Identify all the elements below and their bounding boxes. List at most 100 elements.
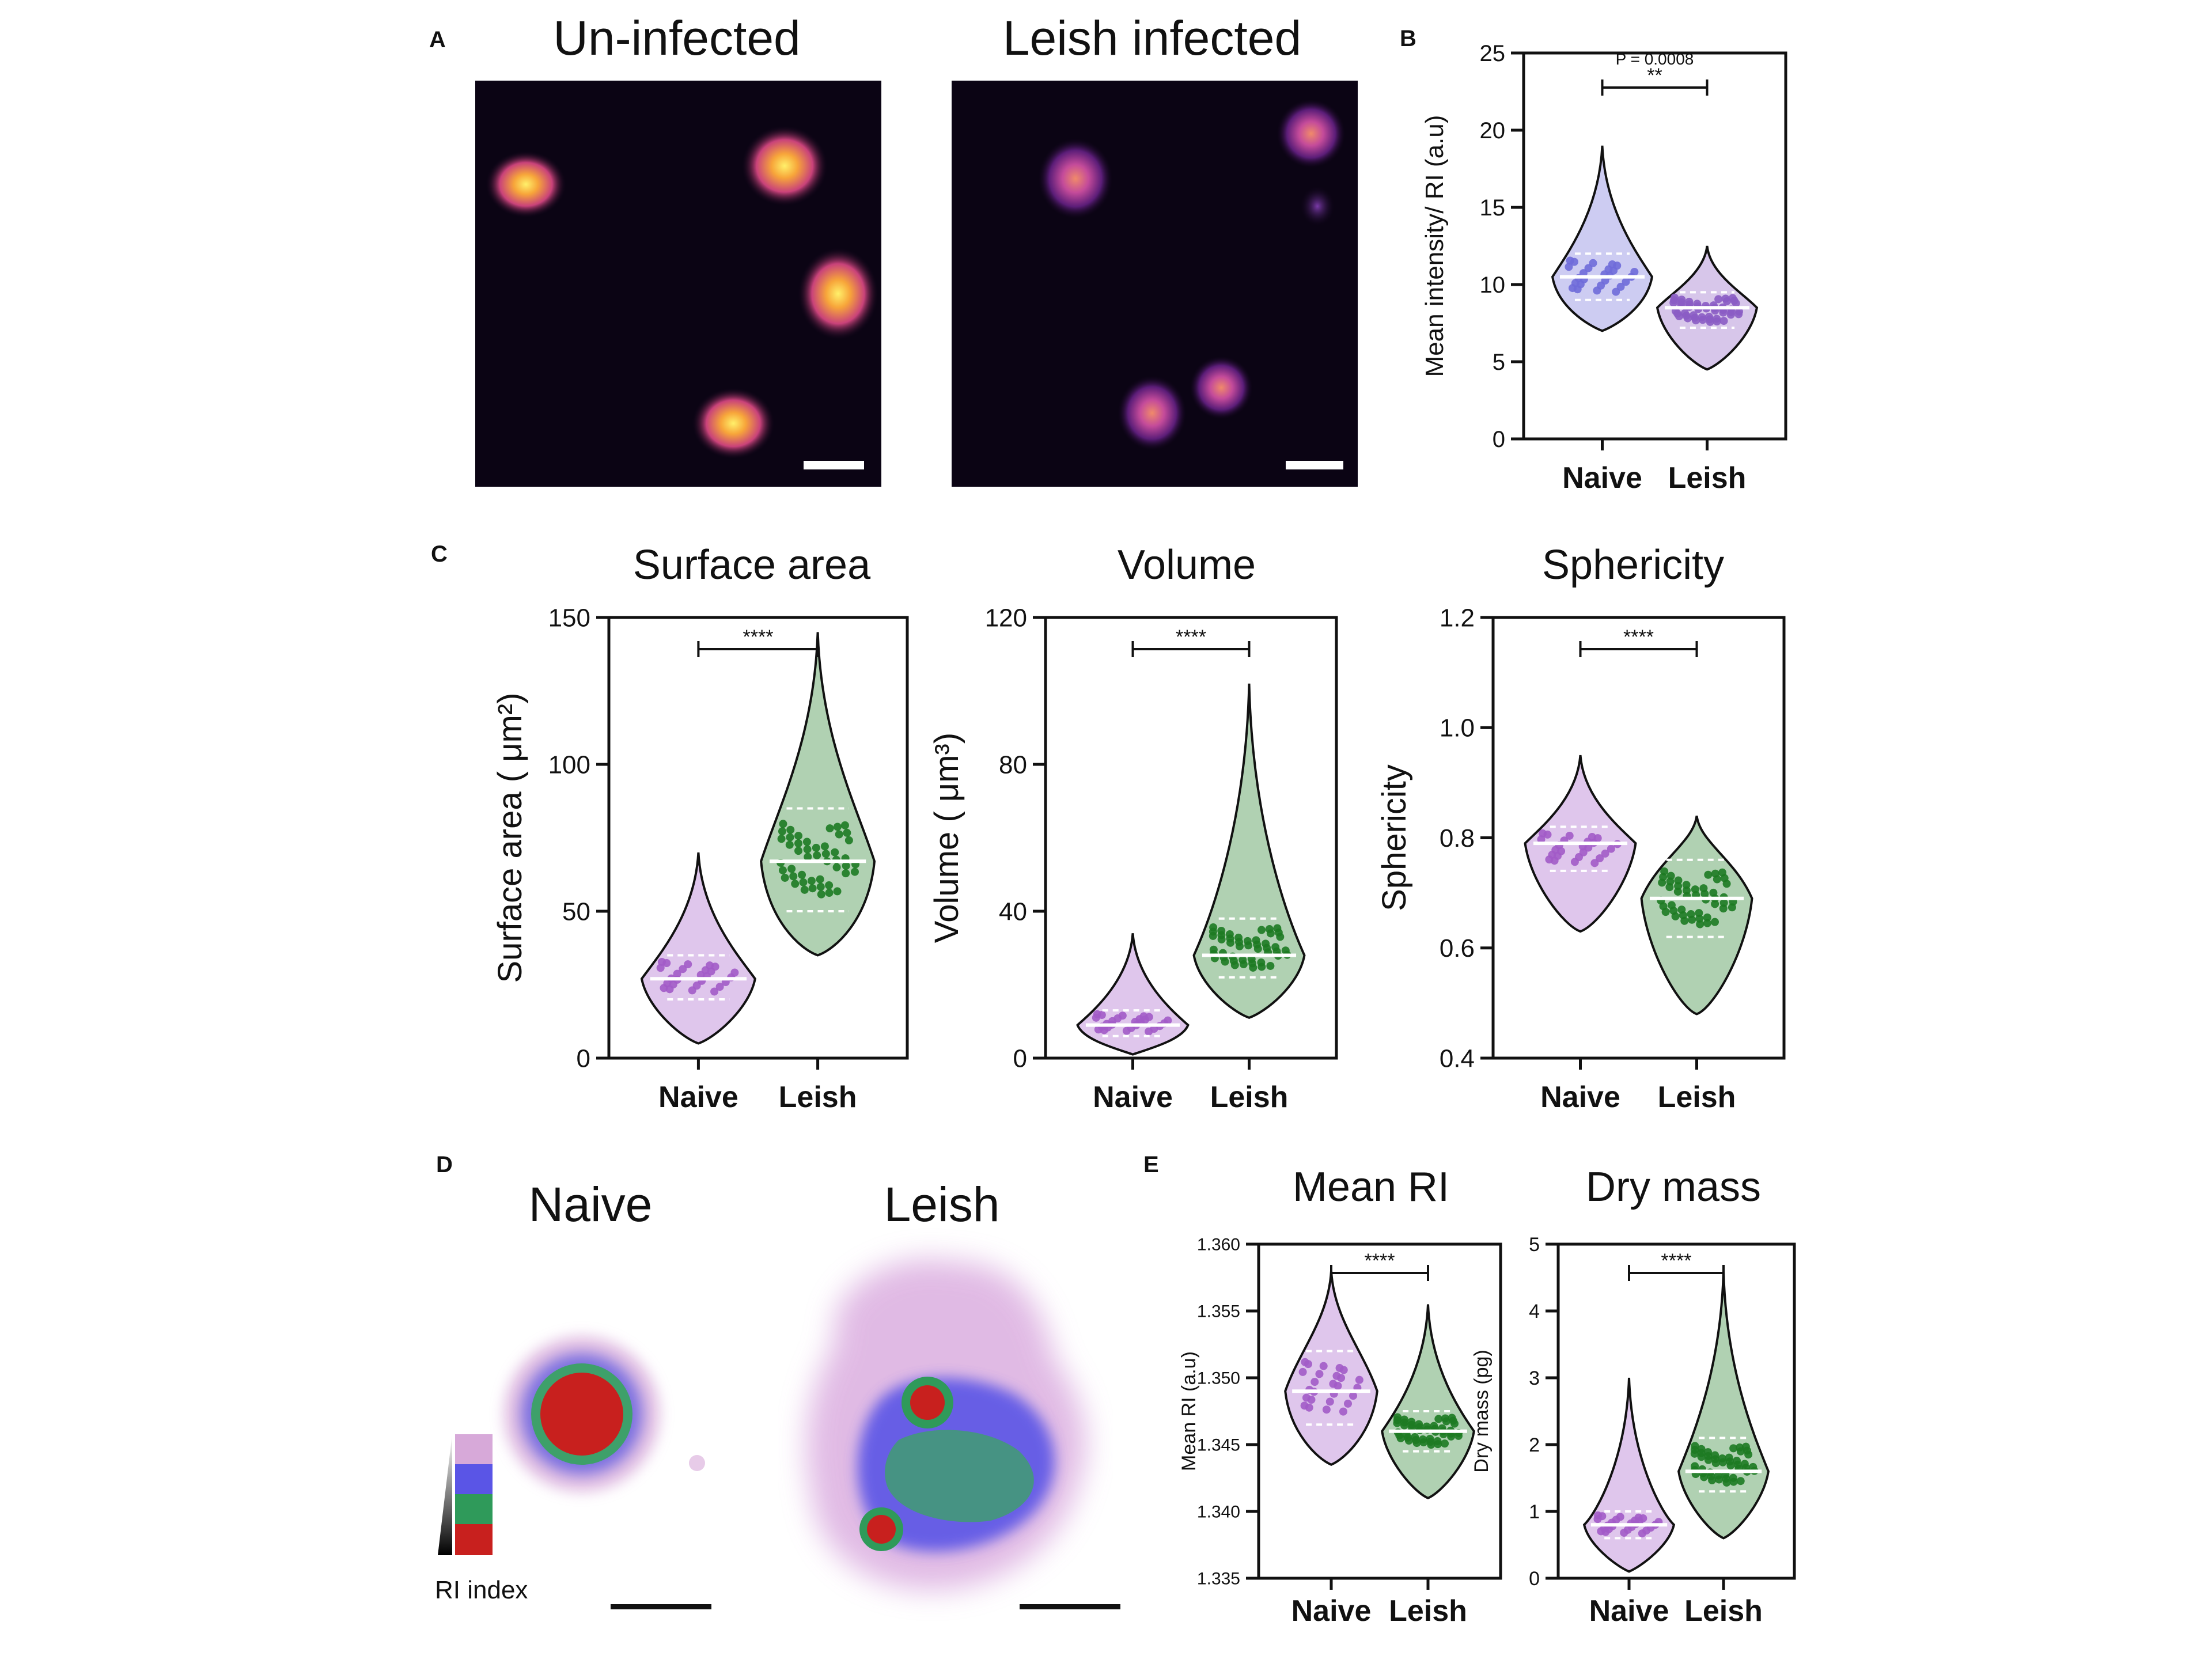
violin-naive [1078,933,1188,1054]
data-point [730,969,738,977]
data-point [779,820,787,828]
data-point [791,880,799,888]
data-point [1434,1415,1442,1423]
data-point [812,844,820,852]
data-point [1662,908,1670,916]
data-point [833,863,841,871]
data-point [1267,929,1275,937]
significance-stars: **** [1176,626,1206,648]
data-point [1730,1478,1738,1486]
x-category-label: Naive [1291,1594,1372,1628]
data-point [1594,834,1602,842]
y-tick-label: 80 [999,751,1027,779]
y-tick-label: 1.350 [1197,1369,1240,1388]
panel-a-letter: A [429,27,446,52]
data-point [1669,299,1677,307]
data-point [1680,917,1688,925]
y-tick-label: 0 [1493,427,1505,452]
data-point [1737,1477,1745,1485]
data-point [1566,832,1574,840]
data-point [1715,1476,1723,1484]
chart-e2: Dry mass012345Dry mass (pg)Naive Leish***… [1471,1164,1794,1628]
data-point [1145,1013,1153,1021]
data-point [1726,1461,1734,1469]
violin-naive [1584,1378,1674,1571]
y-axis-label: Surface area ( μm²) [491,693,529,983]
data-point [1711,900,1719,908]
data-point [851,868,859,876]
data-point [1305,1404,1313,1412]
scale-bar [1020,1604,1120,1609]
data-point [1613,262,1621,270]
data-point [1340,1366,1348,1374]
data-point [1719,904,1728,912]
data-point [1304,1360,1312,1368]
data-point [1413,1439,1421,1447]
data-point [843,829,851,837]
data-point [1714,295,1722,303]
chart-title: Mean RI [1293,1164,1449,1210]
data-point [809,884,817,892]
data-point [1712,1459,1720,1467]
data-point [1339,1408,1347,1416]
data-point [1455,1432,1463,1440]
data-point [1699,316,1707,324]
data-point [1688,916,1696,924]
y-tick-label: 1.0 [1440,714,1475,742]
panel-a-right-title: Leish infected [1003,11,1301,65]
data-point [1164,1017,1172,1025]
y-tick-label: 0.8 [1440,824,1475,852]
plot-frame [1524,53,1786,439]
data-point [1665,883,1673,891]
y-tick-label: 40 [999,897,1027,926]
scale-bar [1286,461,1343,469]
data-point [799,878,807,886]
panel-d-right-title: Leish [884,1177,1000,1231]
data-point [1419,1438,1427,1446]
data-point [1315,1370,1323,1378]
data-point [1442,1418,1450,1426]
ri-legend: RI index [435,1434,528,1604]
data-point [841,821,849,829]
y-tick-label: 1.355 [1197,1302,1240,1321]
data-point [1236,942,1244,950]
data-point [1257,926,1266,934]
data-point [1266,962,1274,970]
y-tick-label: 0 [1529,1568,1540,1590]
chart-c1: C Surface area050100150Surface area ( μm²… [431,541,907,1114]
data-point [1729,1444,1737,1452]
data-point [1589,259,1597,267]
y-tick-label: 50 [562,897,590,926]
data-point [1344,1400,1352,1408]
data-point [1630,268,1638,276]
x-category-label: Leish [1668,461,1747,495]
data-point [684,960,692,968]
y-tick-label: 1.335 [1197,1570,1240,1589]
chart-title: Volume [1118,542,1256,588]
data-point [822,850,830,858]
y-tick-label: 0 [1013,1044,1027,1073]
data-point [816,876,824,884]
chart-title: Surface area [633,542,871,588]
data-point [1727,310,1735,319]
chart-c3: Sphericity0.40.60.81.01.2SphericityNaive… [1376,542,1784,1114]
data-point [1675,312,1683,320]
significance-stars: ** [1647,65,1662,86]
data-point [786,841,794,849]
data-point [1639,1514,1647,1522]
data-point [1672,912,1680,920]
data-point [781,874,789,882]
data-point [1276,933,1284,941]
y-axis-label: Volume ( μm³) [928,733,965,943]
data-point [787,865,796,873]
data-point [825,881,833,889]
y-tick-label: 100 [548,751,590,779]
data-point [1698,1453,1706,1461]
y-tick-label: 0 [577,1044,590,1073]
micrograph-infected [952,81,1358,487]
micrograph-uninfected [475,81,881,487]
data-point [1658,878,1666,886]
y-tick-label: 0.6 [1440,934,1475,962]
data-point [817,883,825,891]
significance-stars: **** [1623,626,1654,648]
